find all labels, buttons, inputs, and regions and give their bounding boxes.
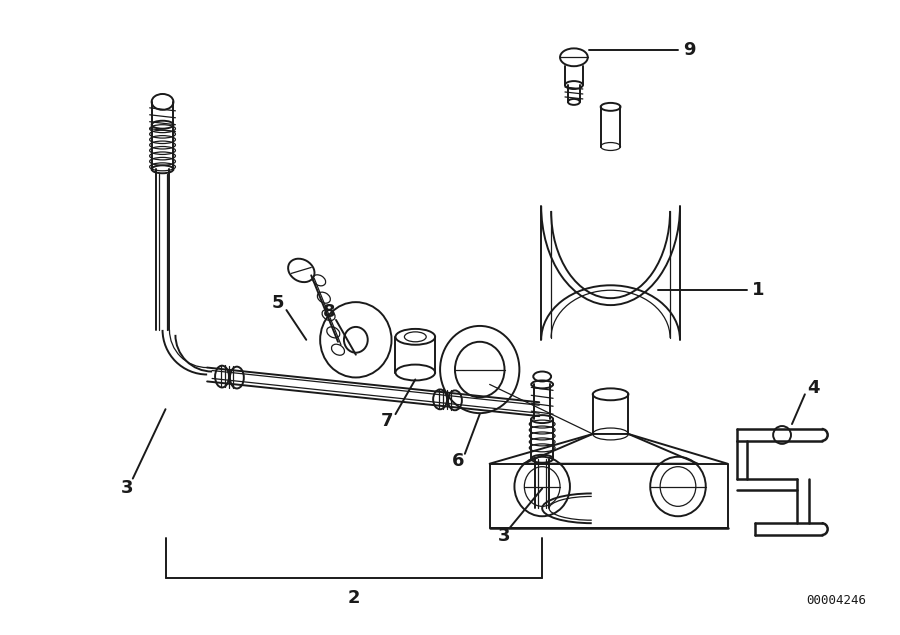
Text: 1: 1	[752, 281, 765, 299]
Text: 6: 6	[452, 451, 464, 470]
Text: 4: 4	[807, 379, 819, 398]
Text: 8: 8	[323, 303, 336, 321]
Text: 2: 2	[347, 589, 360, 606]
Text: 3: 3	[121, 479, 133, 497]
Text: 9: 9	[683, 41, 696, 59]
Text: 5: 5	[272, 294, 284, 312]
Text: 3: 3	[498, 527, 510, 545]
Text: 7: 7	[381, 412, 393, 430]
Text: 00004246: 00004246	[806, 594, 867, 608]
